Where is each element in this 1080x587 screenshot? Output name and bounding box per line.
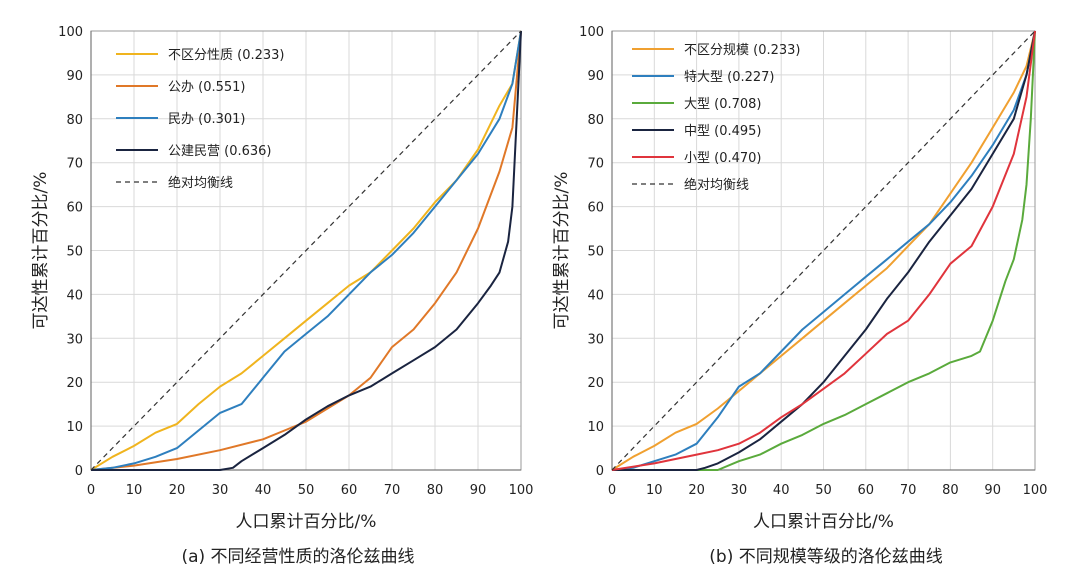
y-tick-label: 30 [66,332,83,347]
y-tick-label: 40 [587,288,604,303]
x-tick-label: 40 [773,483,790,498]
x-axis-title: 人口累计百分比/% [236,512,377,532]
series-line [611,30,1036,471]
series-line [612,30,1036,471]
legend-label: 不区分性质 (0.233) [168,48,285,63]
x-tick-label: 10 [646,483,663,498]
y-tick-label: 80 [66,113,83,128]
x-tick-label: 10 [126,483,143,498]
x-tick-label: 90 [470,483,487,498]
x-tick-label: 30 [731,483,748,498]
chart-panel-a: 0 10 20 30 40 50 60 70 80 90 100 0 10 20 30 40 50 60 70 80 9… [31,25,533,567]
equality-line [90,30,522,471]
equality-line [611,30,1036,471]
y-tick-label: 50 [587,245,604,260]
x-tick-label: 100 [509,483,534,498]
legend-label: 绝对均衡线 [168,175,233,191]
y-tick-label: 10 [66,420,83,435]
y-tick-label: 0 [75,464,83,479]
x-tick-label: 20 [169,483,186,498]
figure-caption: (b) 不同规模等级的洛伦兹曲线 [709,547,942,567]
legend-label: 民办 (0.301) [168,112,246,127]
legend-label: 中型 (0.495) [684,124,762,139]
legend-label: 公办 (0.551) [168,80,246,95]
y-tick-label: 90 [66,69,83,84]
x-tick-label: 40 [255,483,272,498]
y-tick-label: 10 [587,420,604,435]
x-tick-label: 30 [212,483,229,498]
y-tick-label: 100 [579,25,604,40]
y-tick-label: 30 [587,332,604,347]
legend-label: 公建民营 (0.636) [168,144,272,159]
x-tick-label: 100 [1023,483,1048,498]
x-tick-label: 60 [341,483,358,498]
y-tick-label: 100 [58,25,83,40]
y-tick-label: 20 [66,376,83,391]
y-tick-label: 20 [587,376,604,391]
series-line [90,30,522,471]
series-line [611,30,1036,471]
x-tick-label: 80 [942,483,959,498]
series-line [611,30,1036,471]
legend-label: 特大型 (0.227) [684,70,775,85]
y-tick-label: 60 [587,201,604,216]
legend-label: 绝对均衡线 [684,177,749,193]
series-line [90,30,522,471]
x-axis-title: 人口累计百分比/% [753,512,894,532]
legend: 不区分性质 (0.233) 公办 (0.551) 民办 (0.301) 公建民营 (0… [116,48,285,191]
x-tick-label: 20 [688,483,705,498]
x-tick-label: 80 [427,483,444,498]
legend-label: 大型 (0.708) [684,97,762,112]
y-tick-label: 90 [587,69,604,84]
figure-caption: (a) 不同经营性质的洛伦兹曲线 [181,547,414,567]
x-tick-label: 70 [900,483,917,498]
x-tick-label: 0 [87,483,95,498]
y-tick-label: 80 [587,113,604,128]
x-tick-label: 60 [858,483,875,498]
y-tick-label: 60 [66,201,83,216]
x-tick-label: 50 [298,483,315,498]
x-tick-label: 0 [608,483,616,498]
series-line [90,30,522,471]
legend-label: 小型 (0.470) [684,151,762,166]
legend-label: 不区分规模 (0.233) [684,43,801,58]
series-line [612,30,1036,471]
y-tick-label: 70 [587,157,604,172]
series-line [91,30,522,471]
x-tick-label: 50 [815,483,832,498]
y-axis-title: 可达性累计百分比/% [31,172,51,330]
y-tick-label: 40 [66,288,83,303]
x-tick-label: 90 [984,483,1001,498]
legend: 不区分规模 (0.233) 特大型 (0.227) 大型 (0.708) 中型 (0.… [632,43,801,193]
x-tick-label: 70 [384,483,401,498]
y-tick-label: 70 [66,157,83,172]
chart-panel-b: 0 10 20 30 40 50 60 70 80 90 100 0 10 20 30 40 50 60 70 80 9… [552,25,1047,567]
y-axis-title: 可达性累计百分比/% [552,172,572,330]
y-tick-label: 50 [66,245,83,260]
y-tick-label: 0 [596,464,604,479]
